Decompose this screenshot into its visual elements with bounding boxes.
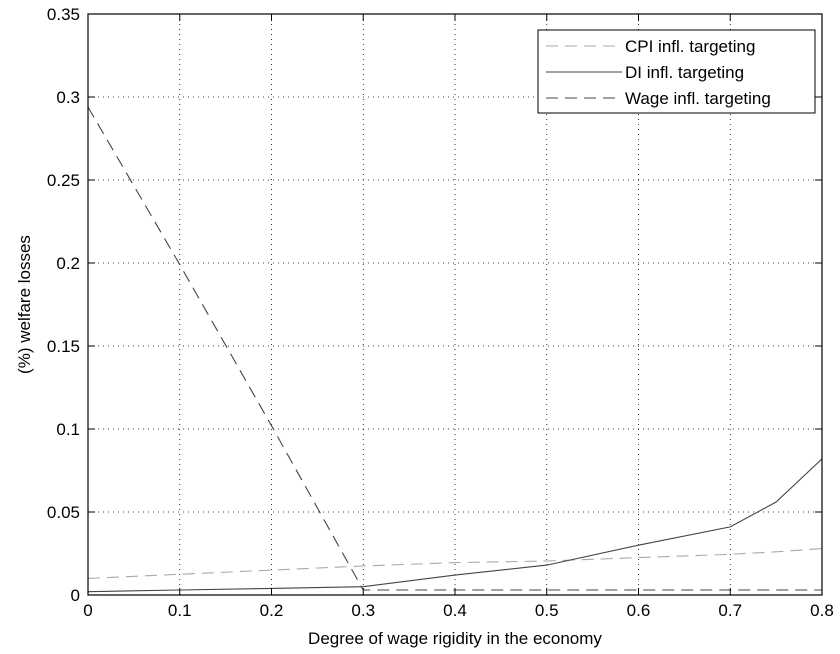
grid-lines (88, 14, 822, 595)
y-tick-label: 0.1 (56, 420, 80, 439)
series-lines (87, 106, 823, 593)
x-tick-label: 0.2 (260, 601, 284, 620)
y-tick-label: 0.3 (56, 88, 80, 107)
y-axis: 0 0.05 0.1 0.15 0.2 0.25 0.3 0.35 (47, 5, 822, 605)
x-tick-label: 0.7 (718, 601, 742, 620)
x-tick-label: 0.5 (535, 601, 559, 620)
legend: CPI infl. targeting DI infl. targeting Wag… (537, 29, 816, 114)
x-axis: 0 0.1 0.2 0.3 0.4 0.5 0.6 0.7 0.8 (83, 14, 834, 620)
x-tick-label: 0.6 (627, 601, 651, 620)
y-tick-label: 0 (71, 586, 80, 605)
legend-label: Wage infl. targeting (625, 89, 771, 108)
y-tick-label: 0.2 (56, 254, 80, 273)
y-axis-label: (%) welfare losses (15, 235, 34, 374)
x-tick-label: 0.8 (810, 601, 834, 620)
series-line-3 (87, 106, 822, 591)
y-tick-label: 0.35 (47, 5, 80, 24)
x-axis-label: Degree of wage rigidity in the economy (308, 629, 602, 648)
legend-label: DI infl. targeting (625, 63, 744, 82)
legend-label: CPI infl. targeting (625, 37, 755, 56)
series-line-1 (87, 547, 823, 579)
x-tick-label: 0.4 (443, 601, 467, 620)
y-tick-label: 0.15 (47, 337, 80, 356)
x-tick-label: 0.1 (168, 601, 192, 620)
y-tick-label: 0.05 (47, 503, 80, 522)
x-tick-label: 0 (83, 601, 92, 620)
x-tick-label: 0.3 (351, 601, 375, 620)
series-line-2 (87, 458, 823, 593)
y-tick-label: 0.25 (47, 171, 80, 190)
